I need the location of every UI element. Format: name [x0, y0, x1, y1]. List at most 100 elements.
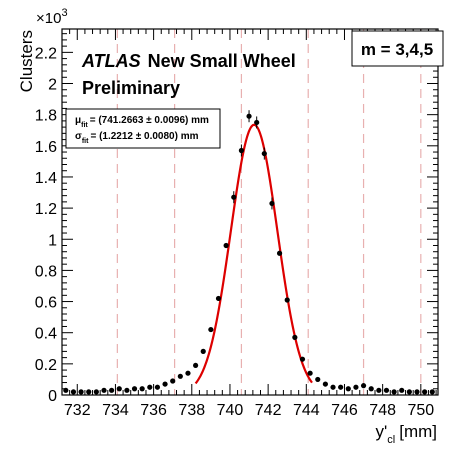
data-point — [345, 386, 351, 392]
data-point — [406, 389, 412, 395]
y-tick-label: 0.8 — [35, 263, 57, 280]
data-point — [154, 384, 161, 390]
x-tick-label: 736 — [140, 402, 167, 419]
data-point — [353, 384, 359, 390]
data-point — [101, 387, 107, 393]
data-point — [276, 250, 283, 256]
x-tick-label: 738 — [178, 402, 205, 419]
fit-sigma-subscript: fit — [82, 138, 89, 145]
data-point — [414, 389, 420, 395]
data-point — [116, 386, 122, 392]
fit-mean-symbol: μ — [75, 115, 81, 126]
y-tick-label: 1.6 — [35, 139, 57, 156]
data-point — [246, 113, 252, 119]
data-point — [399, 387, 405, 393]
y-tick-label: 2.2 — [35, 45, 57, 62]
y-multiplier-exponent: 3 — [61, 7, 67, 19]
experiment-label: New Small Wheel — [148, 51, 296, 71]
multiplet-box — [351, 30, 444, 67]
data-point — [383, 387, 390, 393]
data-point — [70, 389, 77, 395]
data-point — [338, 384, 344, 390]
data-point — [170, 378, 176, 384]
atlas-label-italic: ATLAS — [81, 51, 141, 71]
fit-sigma-value: = (1.2212 ± 0.0080) mm — [90, 131, 198, 142]
y-tick-label: 0 — [48, 388, 57, 405]
multiplet-label: m = 3,4,5 — [361, 40, 433, 59]
data-point — [208, 326, 214, 333]
fit-mean-subscript: fit — [81, 122, 88, 129]
data-point — [147, 384, 153, 390]
data-point — [185, 370, 191, 376]
data-point — [261, 150, 267, 157]
fit-sigma-text: σfit = (1.2212 ± 0.0080) mm — [75, 131, 199, 145]
fit-curve — [194, 123, 313, 385]
data-point — [223, 242, 229, 249]
data-point — [139, 386, 145, 392]
data-point — [109, 387, 115, 393]
data-point — [315, 376, 321, 383]
y-tick-label: 1.4 — [35, 170, 57, 187]
y-tick-label: 2 — [48, 77, 57, 94]
data-point — [292, 334, 298, 340]
y-tick-label: 0.6 — [35, 295, 57, 312]
fit-result-box — [65, 108, 221, 149]
x-axis-title-main: y' — [376, 422, 388, 441]
data-point — [177, 373, 183, 379]
data-point — [238, 147, 245, 154]
data-point — [422, 389, 428, 395]
data-point — [360, 383, 367, 389]
x-tick-label: 732 — [64, 402, 91, 419]
data-point — [93, 389, 99, 395]
x-tick-label: 748 — [369, 402, 396, 419]
y-tick-label: 1.8 — [35, 108, 57, 125]
reference-lines — [116, 29, 422, 395]
x-tick-label: 740 — [217, 402, 244, 419]
data-point — [391, 389, 397, 395]
fit-sigma-symbol: σ — [75, 131, 82, 142]
atlas-label: ATLAS New Small Wheel — [81, 51, 296, 71]
x-tick-label: 744 — [293, 402, 320, 419]
data-point — [330, 384, 336, 390]
data-point — [124, 387, 130, 393]
y-tick-label: 0.4 — [35, 326, 57, 343]
data-point — [215, 295, 222, 302]
status-label: Preliminary — [82, 78, 180, 98]
y-tick-label: 1.2 — [35, 201, 57, 218]
plot-frame — [61, 28, 439, 396]
x-axis-title-sub: cl — [387, 434, 395, 446]
x-axis-title-unit: [mm] — [399, 422, 437, 441]
data-point — [376, 387, 382, 393]
data-point — [86, 389, 92, 395]
fit-mean-value: = (741.2663 ± 0.0096) mm — [90, 115, 209, 126]
data-points — [63, 110, 435, 395]
y-multiplier-base: ×10 — [36, 10, 61, 27]
x-tick-label: 734 — [102, 402, 129, 419]
fit-mean-text: μfit = (741.2663 ± 0.0096) mm — [75, 115, 209, 129]
data-point — [284, 297, 290, 303]
y-axis-title: Clusters — [17, 30, 36, 92]
data-point — [200, 348, 206, 354]
fit-curve-group — [194, 123, 313, 385]
data-point — [307, 370, 313, 376]
data-point — [78, 389, 84, 395]
data-point — [299, 356, 306, 362]
data-point — [254, 119, 260, 126]
data-point — [322, 381, 328, 387]
data-point — [429, 389, 435, 395]
data-point — [162, 381, 168, 387]
x-axis-title: y'cl [mm] — [376, 422, 437, 446]
data-point — [368, 386, 374, 392]
data-point — [193, 362, 199, 369]
axis-ticks: 732 734 736 738 740 742 744 746 748 750 0 0.2 0.4 0.6… — [35, 29, 438, 419]
data-point — [131, 386, 138, 392]
y-multiplier: ×103 — [36, 7, 68, 27]
x-tick-label: 746 — [331, 402, 358, 419]
y-tick-label: 0.2 — [35, 357, 57, 374]
data-point — [231, 194, 237, 200]
x-tick-label: 742 — [255, 402, 282, 419]
data-point — [269, 200, 275, 207]
y-tick-label: 1 — [48, 232, 57, 249]
